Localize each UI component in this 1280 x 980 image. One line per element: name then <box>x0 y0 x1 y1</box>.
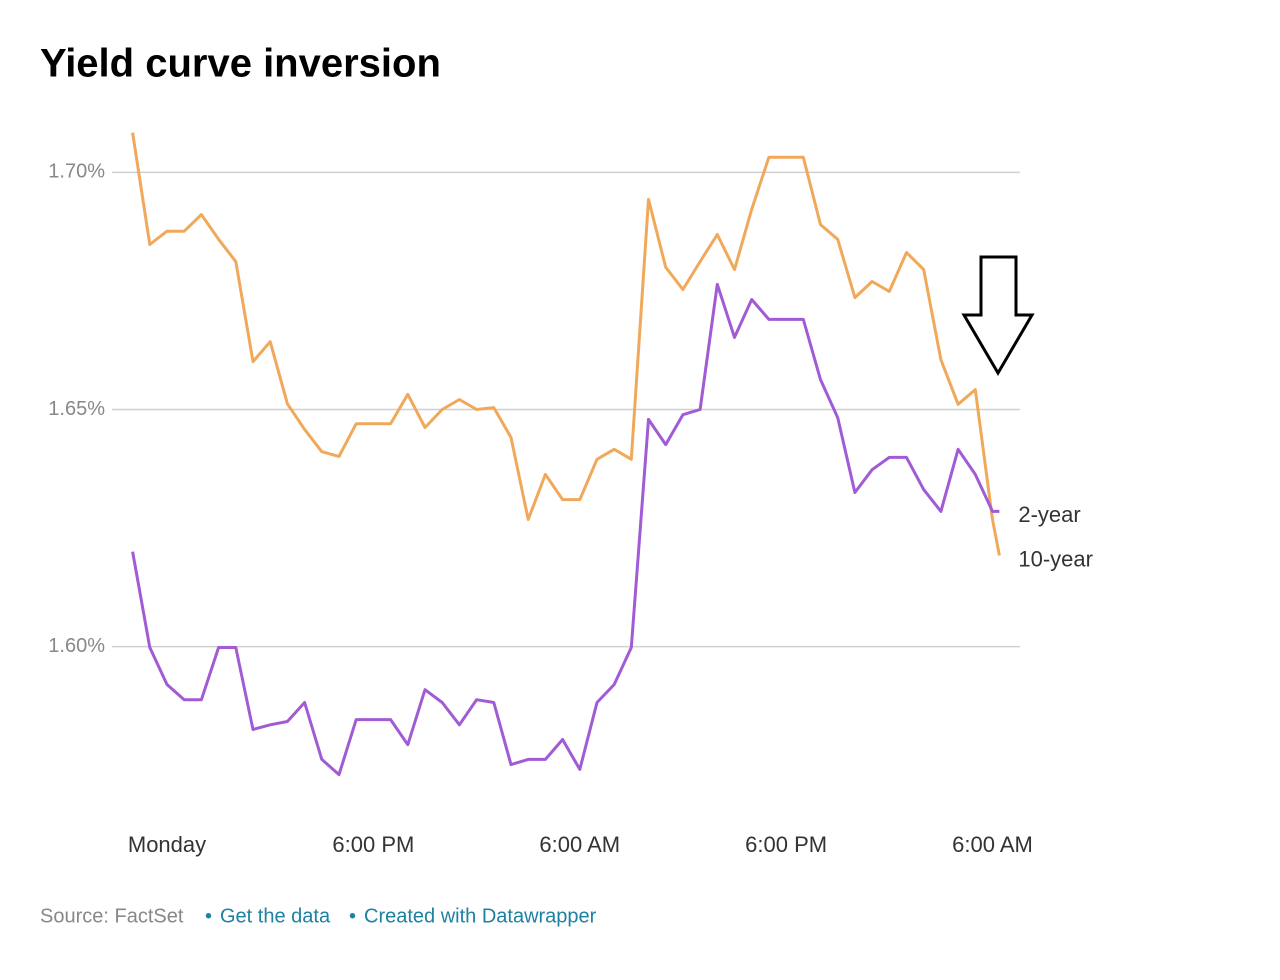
separator: • <box>205 905 212 927</box>
link[interactable]: Created with Datawrapper <box>364 905 597 927</box>
y-tick-label: 1.60% <box>48 635 105 657</box>
link[interactable]: Get the data <box>220 905 331 927</box>
series-label: 2-year <box>1018 502 1080 527</box>
y-tick-label: 1.70% <box>48 161 105 183</box>
x-tick-label: 6:00 PM <box>745 832 827 857</box>
x-tick-label: Monday <box>128 832 206 857</box>
y-tick-label: 1.65% <box>48 398 105 420</box>
line-series <box>131 282 1000 777</box>
x-tick-label: 6:00 AM <box>952 832 1033 857</box>
chart-title: Yield curve inversion <box>40 42 441 86</box>
arrow <box>961 255 1035 376</box>
plot-area: 1.60% 1.65% 1.70% Monday 6:00 PM 6:00 AM 6:00 … <box>48 132 1093 857</box>
x-tick-label: 6:00 PM <box>332 832 414 857</box>
source: Source: FactSet <box>40 905 184 927</box>
separator: • <box>349 905 356 927</box>
line-series <box>131 132 1001 556</box>
x-tick-label: 6:00 AM <box>539 832 620 857</box>
series-label: 10-year <box>1018 546 1093 571</box>
